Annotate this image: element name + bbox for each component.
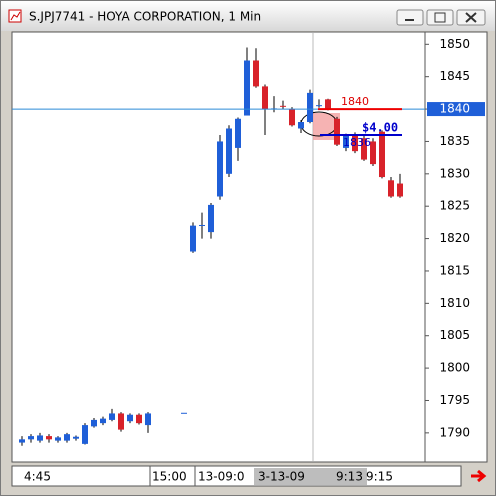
y-tick-label: 1790 — [439, 425, 470, 439]
maximize-glyph — [434, 12, 446, 23]
candle-body — [235, 118, 241, 148]
y-tick-label: 1845 — [439, 69, 470, 83]
candle-body — [82, 425, 88, 444]
candle-body — [46, 436, 52, 440]
candle-body — [253, 60, 259, 87]
x-tick-label: 15:00 — [152, 470, 187, 484]
candle-body — [316, 105, 322, 107]
candle-body — [280, 105, 286, 107]
candle-body — [190, 225, 196, 252]
candle-body — [136, 414, 142, 424]
candle-body — [352, 134, 358, 152]
time-highlight — [254, 468, 367, 485]
candle-body — [217, 141, 223, 197]
y-tick-label: 1850 — [439, 37, 470, 51]
y-tick-label: 1835 — [439, 134, 470, 148]
candle-body — [298, 122, 304, 129]
candle-body — [289, 109, 295, 126]
candle-body — [388, 180, 394, 197]
candle-body — [379, 131, 385, 178]
y-tick-label: 1800 — [439, 361, 470, 375]
candle-body — [118, 413, 124, 430]
x-tick-label: 9:13 — [336, 470, 363, 484]
window-title: S.JPJ7741 - HOYA CORPORATION, 1 Min — [29, 10, 261, 24]
y-tick-label: 1820 — [439, 231, 470, 245]
candle-body — [100, 418, 106, 424]
y-tick-label: 1805 — [439, 328, 470, 342]
plot-area — [11, 31, 426, 463]
x-tick-label: 4:45 — [24, 470, 51, 484]
candle-body — [370, 141, 376, 165]
candle-body — [199, 224, 205, 226]
candle-body — [73, 436, 79, 439]
x-tick-label: 9:15 — [366, 470, 393, 484]
profit-label: $4.00 — [362, 120, 398, 134]
candle-body — [361, 138, 367, 160]
minimize-button[interactable] — [396, 9, 424, 26]
candle-body — [262, 86, 268, 110]
scroll-arrow[interactable] — [471, 469, 487, 483]
y-tick-label: 1825 — [439, 199, 470, 213]
candle-body — [334, 118, 340, 145]
candle-body — [226, 128, 232, 174]
candle-body — [127, 414, 133, 422]
y-tick-label: 1810 — [439, 296, 470, 310]
candle-body — [307, 92, 313, 123]
candle-body — [145, 413, 151, 426]
candle-body — [64, 434, 70, 441]
candle-body — [91, 419, 97, 427]
close-glyph — [465, 12, 477, 23]
candle-body — [343, 134, 349, 148]
candle-body — [181, 412, 187, 414]
last-price-tag-bg — [427, 102, 485, 117]
candle-body — [244, 60, 250, 116]
y-tick-label: 1815 — [439, 263, 470, 277]
order-label: 1840 — [341, 95, 369, 108]
app-icon-glyph — [10, 11, 21, 21]
candle-body — [208, 204, 214, 233]
x-tick-label: 13-09:0 — [198, 470, 245, 484]
y-tick-label: 1830 — [439, 166, 470, 180]
candle-body — [397, 183, 403, 197]
maximize-button[interactable] — [426, 9, 454, 26]
candle-body — [109, 413, 115, 420]
candle-body — [28, 436, 34, 440]
candle-body — [37, 435, 43, 441]
candle-body — [325, 99, 331, 110]
last-price-tag: 1840 — [439, 102, 470, 116]
candle-body — [55, 437, 61, 441]
x-tick-label: 3-13-09 — [258, 470, 305, 484]
y-tick-label: 1795 — [439, 393, 470, 407]
candle-body — [19, 439, 25, 443]
stop-label: 1836 — [343, 136, 371, 149]
